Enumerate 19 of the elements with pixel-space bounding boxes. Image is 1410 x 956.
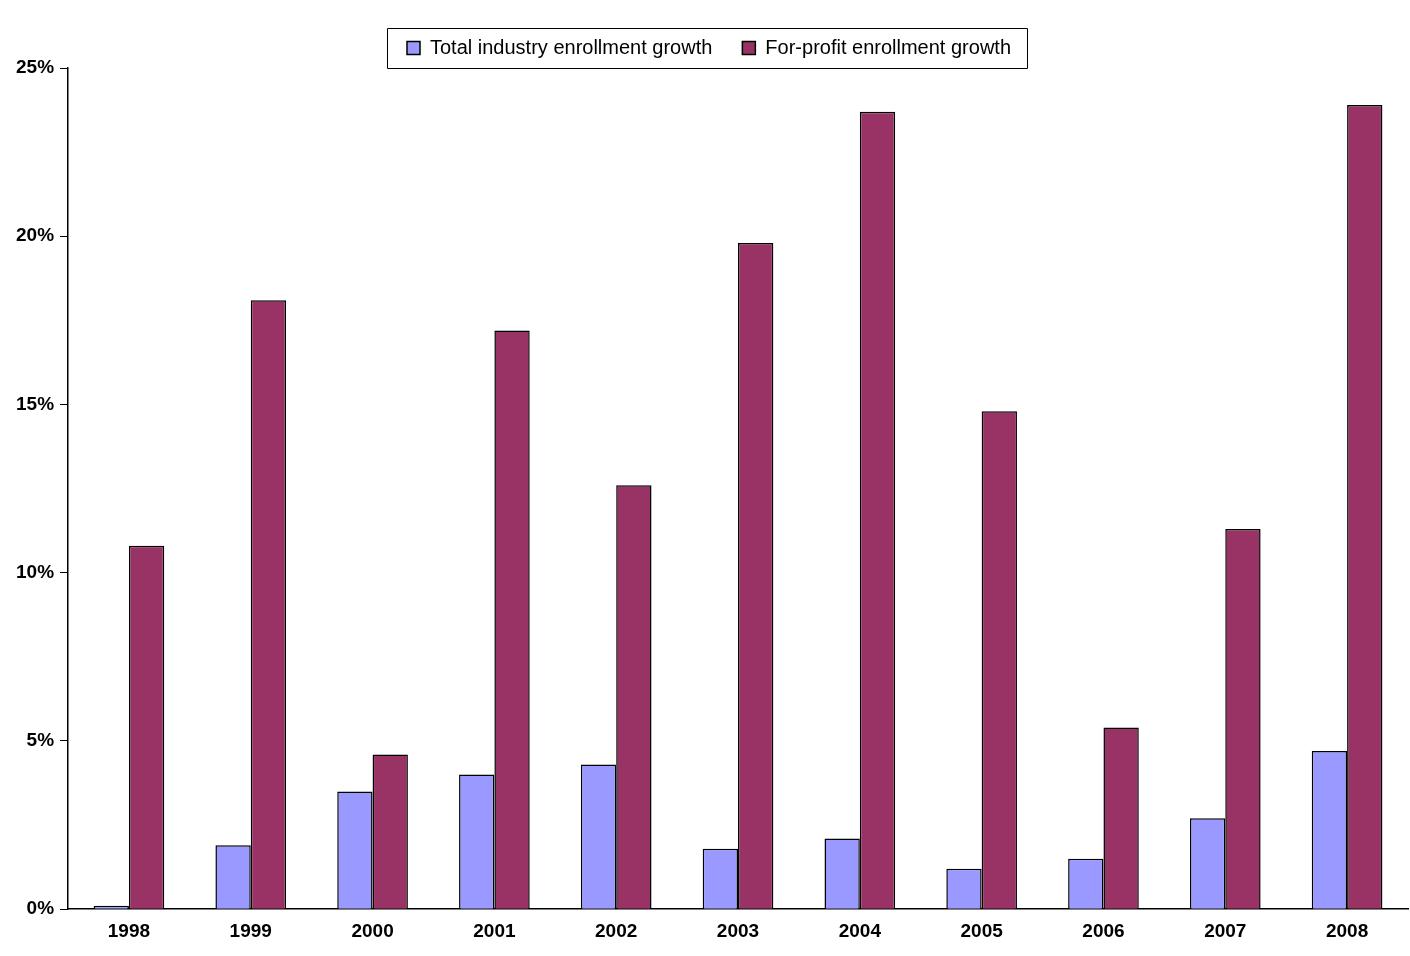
y-tick-label: 0% <box>26 897 55 919</box>
y-tick-label: 10% <box>16 560 55 582</box>
x-tick-label: 2005 <box>960 919 1004 941</box>
y-tick-label: 5% <box>26 729 55 751</box>
x-tick-label: 1999 <box>229 919 272 941</box>
x-tick-label: 2002 <box>595 919 638 941</box>
y-tick-label: 20% <box>16 224 55 246</box>
legend-label: Total industry enrollment growth <box>430 35 713 58</box>
x-tick-label: 2004 <box>838 919 882 941</box>
x-tick-label: 2007 <box>1204 919 1247 941</box>
x-tick-label: 2001 <box>473 919 516 941</box>
legend-label: For-profit enrollment growth <box>765 35 1012 58</box>
x-tick-label: 2000 <box>351 919 394 941</box>
x-tick-label: 2006 <box>1082 919 1125 941</box>
x-tick-label: 2008 <box>1325 919 1369 941</box>
x-tick-label: 1998 <box>107 919 151 941</box>
y-tick-label: 15% <box>16 392 55 414</box>
y-tick-label: 25% <box>16 56 55 78</box>
x-tick-label: 2003 <box>716 919 760 941</box>
